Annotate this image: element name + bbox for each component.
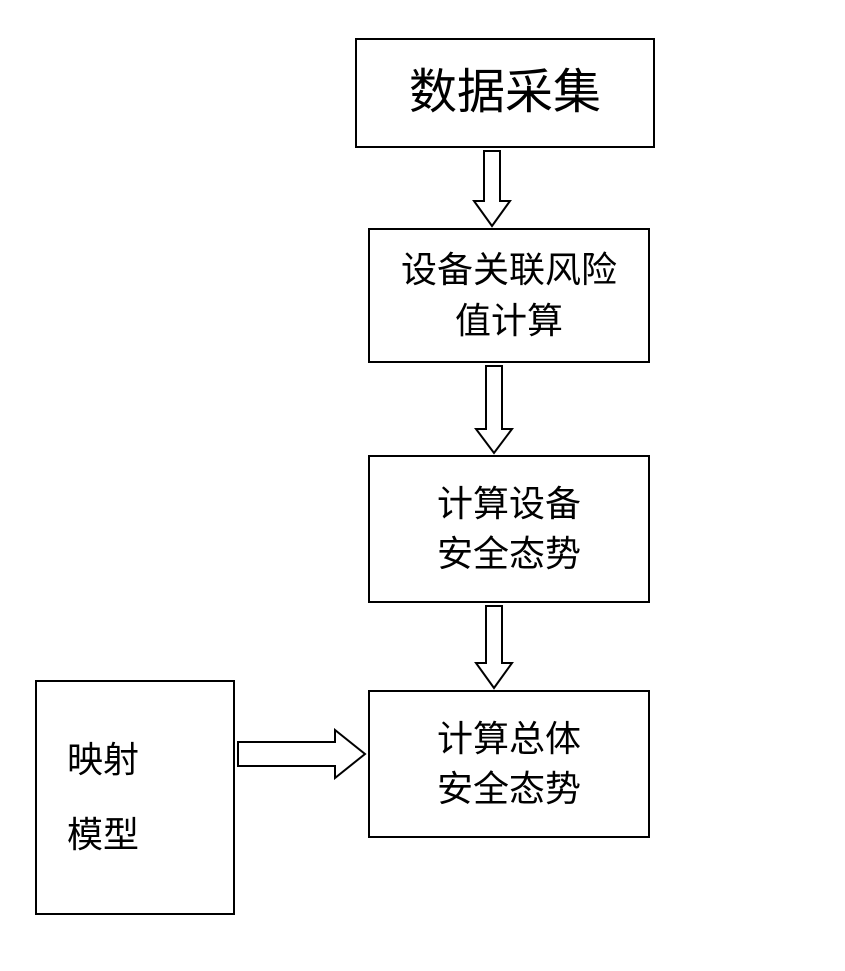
node-label-line2: 值计算 bbox=[455, 296, 563, 346]
arrow-down-icon bbox=[474, 605, 514, 690]
arrow-right-icon bbox=[237, 728, 367, 780]
node-label-line1: 计算设备 bbox=[437, 479, 581, 529]
flowchart-node-overall-security: 计算总体 安全态势 bbox=[368, 690, 650, 838]
node-label-line2: 安全态势 bbox=[437, 529, 581, 579]
node-label-line1: 映射 bbox=[67, 735, 139, 785]
flowchart-node-device-security: 计算设备 安全态势 bbox=[368, 455, 650, 603]
node-label: 数据采集 bbox=[409, 59, 601, 126]
node-label-line2: 安全态势 bbox=[437, 764, 581, 814]
node-label-line2: 模型 bbox=[67, 810, 139, 860]
node-label-line1: 设备关联风险 bbox=[401, 245, 617, 295]
arrow-down-icon bbox=[474, 365, 514, 455]
flowchart-node-mapping-model: 映射 模型 bbox=[35, 680, 235, 915]
flowchart-node-data-collection: 数据采集 bbox=[355, 38, 655, 148]
flowchart-node-risk-calculation: 设备关联风险 值计算 bbox=[368, 228, 650, 363]
arrow-down-icon bbox=[472, 150, 512, 228]
node-label-line1: 计算总体 bbox=[437, 714, 581, 764]
